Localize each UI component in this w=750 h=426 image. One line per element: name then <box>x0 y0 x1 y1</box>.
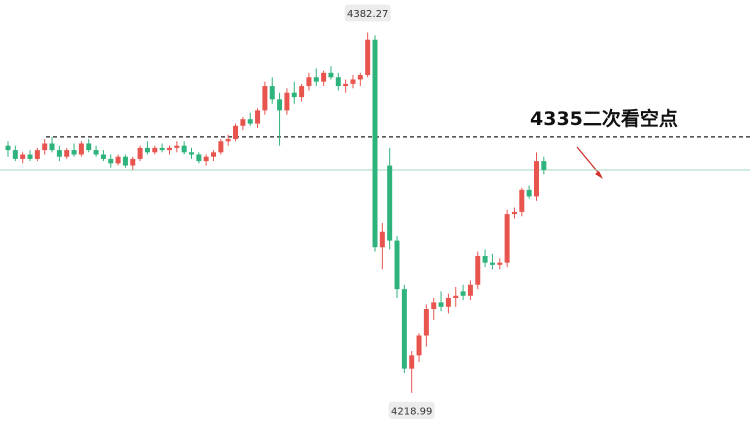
candle-body <box>64 150 70 157</box>
candle-body <box>196 154 202 162</box>
candle-body <box>431 302 437 310</box>
candle-body <box>284 92 290 111</box>
candle-body <box>78 143 84 155</box>
candle-body <box>225 139 231 142</box>
candle-body <box>372 39 378 248</box>
candle-body <box>144 147 150 153</box>
candle-body <box>291 92 297 98</box>
candle-body <box>541 161 547 170</box>
candle-body <box>130 158 136 166</box>
candle-body <box>34 150 40 159</box>
candle-body <box>445 297 451 307</box>
candle-body <box>115 156 121 164</box>
candle-body <box>233 125 239 140</box>
candle-body <box>438 302 444 307</box>
candle-body <box>394 240 400 290</box>
candle-body <box>240 119 246 126</box>
candle-body <box>20 154 26 159</box>
candle-body <box>12 150 18 159</box>
candle-body <box>533 161 539 197</box>
candle-body <box>453 295 459 298</box>
candle-body <box>159 147 165 151</box>
candle-body <box>299 86 305 98</box>
candle-body <box>181 145 187 153</box>
candle-body <box>108 158 114 164</box>
candle-body <box>247 119 253 124</box>
candle-body <box>255 110 261 124</box>
candle-body <box>416 335 422 356</box>
candle-body <box>423 309 429 336</box>
candle-body <box>306 77 312 87</box>
candle-body <box>387 165 393 241</box>
candle-body <box>321 72 327 82</box>
candle-body <box>262 86 268 111</box>
candle-body <box>122 156 128 166</box>
price-tag: 4218.99 <box>388 401 435 419</box>
candle-body <box>350 79 356 84</box>
candle-body <box>137 147 143 159</box>
candle-body <box>42 143 48 151</box>
candle-body <box>409 355 415 369</box>
price-tag: 4382.27 <box>344 4 391 22</box>
price-tag-text: 4382.27 <box>347 9 388 20</box>
arrow <box>576 146 602 177</box>
candle-body <box>401 289 407 369</box>
candle-body <box>211 152 217 157</box>
arrow-head <box>595 171 603 179</box>
candle-body <box>526 189 532 197</box>
price-tag-box <box>388 401 435 419</box>
candle-body <box>189 152 194 155</box>
candle-body <box>460 291 466 296</box>
candle-body <box>475 256 481 285</box>
candle-body <box>519 189 525 212</box>
candle-body <box>357 75 363 80</box>
candle-body <box>49 143 55 151</box>
candle-body <box>152 147 158 153</box>
candle-body <box>497 262 503 265</box>
candle-body <box>27 154 33 159</box>
reference-label: 4335二次看空点 <box>530 107 678 130</box>
candle-body <box>71 150 77 155</box>
candle-body <box>93 150 99 155</box>
candle-body <box>467 284 473 296</box>
candle-body <box>328 72 334 78</box>
candle-body <box>166 147 172 151</box>
price-tag-text: 4218.99 <box>391 406 432 417</box>
candle-body <box>203 156 209 162</box>
candle-body <box>489 262 495 265</box>
candle-body <box>379 231 385 248</box>
candle-body <box>343 83 349 87</box>
candle-body <box>5 145 11 151</box>
candle-body <box>482 256 488 263</box>
candle-body <box>277 99 283 111</box>
candle-body <box>218 141 224 153</box>
candle-body <box>511 211 517 215</box>
candle-body <box>174 145 180 148</box>
price-tag-box <box>344 4 391 22</box>
candle-body <box>365 39 371 76</box>
candle-body <box>56 150 62 157</box>
candle-body <box>269 86 275 100</box>
candle-body <box>504 214 510 263</box>
candle-body <box>335 77 341 87</box>
candle-body <box>86 143 92 151</box>
candle-body <box>313 77 319 82</box>
candle-body <box>100 154 106 159</box>
